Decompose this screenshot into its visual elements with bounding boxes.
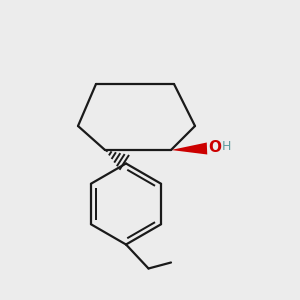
Text: H: H — [221, 140, 231, 154]
Polygon shape — [171, 142, 207, 154]
Text: O: O — [208, 140, 221, 155]
